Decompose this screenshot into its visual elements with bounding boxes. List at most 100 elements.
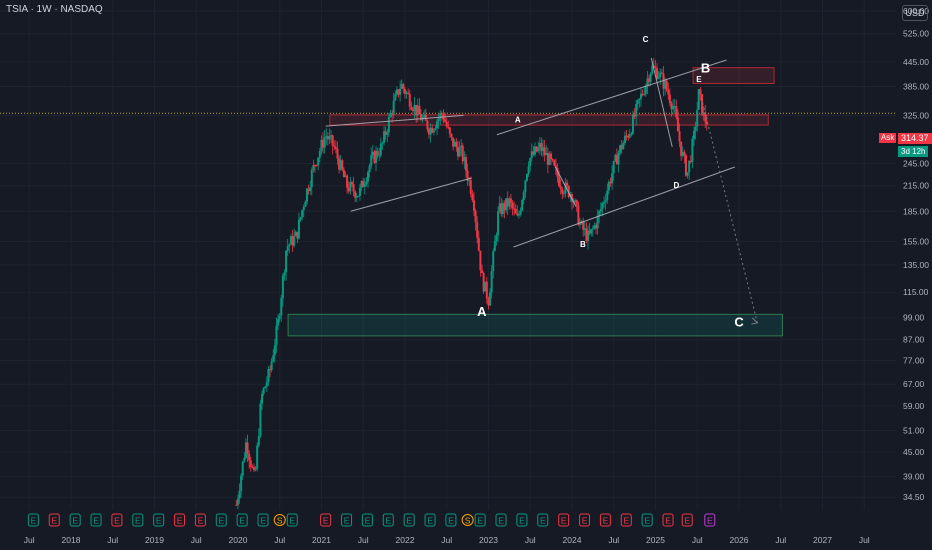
candle-body [648, 78, 651, 82]
candle-body [455, 141, 458, 148]
candle-body [251, 466, 254, 468]
candle-body [342, 169, 345, 178]
candle-body [294, 231, 297, 237]
candle-body [394, 94, 397, 101]
x-tick-label: 2018 [62, 535, 81, 545]
candle-body [607, 181, 610, 191]
candle-body [278, 315, 281, 320]
candle-body [503, 203, 506, 211]
x-tick-label: Jul [525, 535, 536, 545]
ask-price-tag: 314.37 [898, 133, 932, 144]
candle-body [678, 131, 681, 142]
candle-body [522, 192, 525, 200]
y-tick-label: 45.00 [903, 447, 925, 457]
candle-body [603, 202, 606, 204]
candle-body [341, 160, 344, 170]
x-tick-label: 2025 [646, 535, 665, 545]
candle-body [532, 151, 535, 155]
candle-body [243, 457, 246, 462]
candle-body [474, 210, 477, 223]
candle-body [302, 206, 305, 211]
earnings-marker [27, 513, 39, 527]
candle-body [583, 228, 586, 230]
candle-body [575, 200, 578, 205]
candle-body [402, 84, 405, 89]
y-tick-label: 51.00 [903, 426, 925, 436]
split-marker [273, 514, 286, 526]
earnings-marker [174, 513, 186, 527]
candle-body [273, 345, 276, 356]
candle-body [431, 127, 434, 133]
earnings-marker [424, 513, 436, 527]
event-marker-label: E [644, 516, 650, 526]
candle-body [320, 139, 323, 152]
y-tick-label: 385.00 [903, 82, 929, 92]
candle-body [611, 173, 614, 184]
candle-body [310, 170, 313, 188]
candle-body [235, 504, 238, 506]
candle-body [448, 127, 451, 134]
candle-body [652, 65, 655, 68]
candle-body [349, 182, 352, 192]
candle-body [590, 229, 593, 234]
earnings-marker [516, 513, 528, 527]
candle-body [527, 166, 530, 175]
wave-label: C [734, 315, 744, 330]
earnings-marker [641, 513, 653, 527]
candle-body [664, 80, 667, 89]
candle-body [411, 109, 414, 112]
event-marker-label: E [260, 516, 266, 526]
candle-body [463, 157, 466, 162]
candle-body [365, 181, 368, 185]
candle-body [408, 93, 411, 107]
candle-body [562, 193, 565, 195]
candle-body [631, 114, 634, 134]
earnings-marker [69, 513, 81, 527]
candle-body [588, 230, 591, 234]
candle-body [315, 165, 318, 167]
y-tick-label: 215.00 [903, 181, 929, 191]
candle-body [259, 403, 262, 437]
candle-body [638, 98, 641, 101]
candle-body [338, 158, 341, 170]
candle-body [240, 475, 243, 491]
candle-body [673, 106, 676, 108]
candle-body [662, 73, 665, 89]
candle-body [466, 170, 469, 181]
candle-body [535, 146, 538, 152]
event-marker-label: E [114, 516, 120, 526]
x-tick-label: Jul [274, 535, 285, 545]
candle-body [360, 181, 363, 188]
candle-body [514, 209, 517, 214]
candle-body [458, 147, 461, 157]
candle-body [334, 146, 337, 149]
candle-body [280, 298, 283, 316]
candle-body [277, 319, 280, 326]
earnings-marker [48, 513, 60, 527]
currency-button[interactable]: USD [902, 5, 928, 21]
candle-body [286, 246, 289, 251]
candle-body [471, 194, 474, 201]
candle-body [511, 202, 514, 209]
candle-body [434, 128, 437, 130]
candle-body [330, 135, 333, 137]
candle-body [405, 92, 408, 94]
earnings-marker [153, 513, 165, 527]
candle-body [456, 147, 459, 157]
candle-body [384, 131, 387, 135]
candle-body [275, 325, 278, 346]
candle-body [403, 88, 406, 94]
x-tick-label: 2023 [479, 535, 498, 545]
candle-body [636, 100, 639, 104]
candle-body [506, 198, 509, 207]
candle-body [487, 298, 490, 306]
candle-body [537, 147, 540, 152]
x-tick-label: 2019 [145, 535, 164, 545]
earnings-marker [662, 513, 674, 527]
candle-body [495, 235, 498, 242]
y-tick-label: 325.00 [903, 110, 929, 120]
candle-body [391, 113, 394, 115]
y-tick-label: 99.00 [903, 313, 925, 323]
